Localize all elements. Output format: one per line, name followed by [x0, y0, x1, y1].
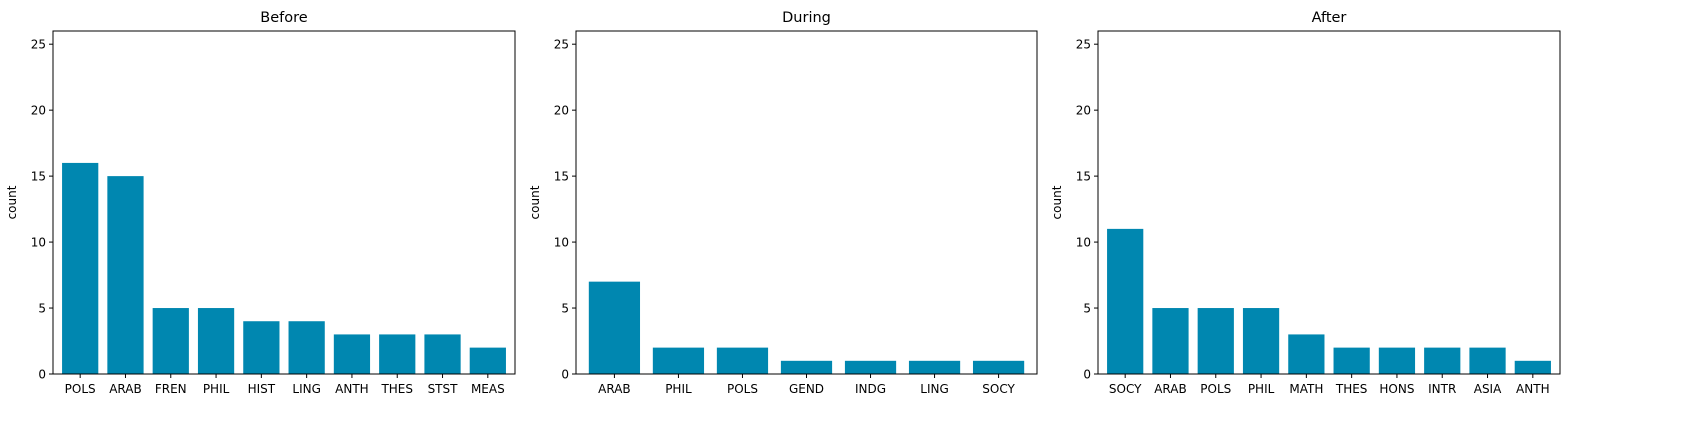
y-tick-label: 15 [31, 169, 46, 183]
x-tick-label: POLS [727, 382, 758, 396]
x-tick-label: MATH [1289, 382, 1323, 396]
x-tick-label: PHIL [1248, 382, 1275, 396]
x-tick-label: THES [1335, 382, 1368, 396]
bar-hist [243, 321, 280, 374]
bar-arab [107, 176, 144, 374]
x-tick-label: STST [428, 382, 459, 396]
x-tick-label: ANTH [1516, 382, 1550, 396]
chart-panel-during: 0 5 10 15 20 25 ARAB PHIL POLS GEND INDG LING SOCY Du… [528, 10, 1038, 396]
bar-arab [588, 281, 641, 374]
bar-ling [288, 321, 325, 374]
bar-ling [908, 360, 961, 374]
bar-anth [1514, 360, 1551, 374]
y-tick-label: 20 [554, 103, 569, 117]
x-tick-label: HIST [248, 382, 276, 396]
axes-frame [1097, 30, 1561, 375]
y-tick-label: 15 [1076, 169, 1091, 183]
x-tick-label: ARAB [109, 382, 142, 396]
bar-socy [972, 360, 1025, 374]
bar-intr [1424, 347, 1461, 374]
bar-meas [469, 347, 506, 374]
y-axis-label: count [5, 185, 19, 219]
y-tick-label: 5 [561, 301, 569, 315]
bar-phil [652, 347, 705, 374]
y-tick-label: 25 [31, 37, 46, 51]
bar-gend [780, 360, 833, 374]
x-tick-label: POLS [65, 382, 96, 396]
chart-title: During [782, 10, 831, 26]
x-tick-label: LING [292, 382, 321, 396]
bar-thes [379, 334, 416, 374]
x-tick-label: INDG [855, 382, 886, 396]
x-tick-label: ASIA [1474, 382, 1502, 396]
bar-pols [716, 347, 769, 374]
bar-hons [1378, 347, 1416, 374]
y-tick-label: 0 [38, 367, 46, 381]
bar-phil [197, 308, 235, 374]
x-tick-label: ANTH [335, 382, 369, 396]
y-tick-label: 25 [1076, 37, 1091, 51]
y-axis-label: count [528, 185, 542, 219]
bar-pols [1197, 308, 1234, 374]
x-tick-label: PHIL [203, 382, 230, 396]
bar-asia [1469, 347, 1506, 374]
y-tick-label: 10 [1076, 235, 1091, 249]
y-tick-label: 10 [554, 235, 569, 249]
x-tick-label: SOCY [982, 382, 1015, 396]
y-axis-label: count [1050, 185, 1064, 219]
y-tick-label: 25 [554, 37, 569, 51]
chart-title: After [1312, 10, 1347, 26]
bar-fren [152, 308, 189, 374]
bar-stst [424, 334, 461, 374]
x-tick-label: THES [380, 382, 413, 396]
y-tick-label: 15 [554, 169, 569, 183]
chart-panel-after: 0 5 10 15 20 25 SOCY ARAB POLS PHIL MATH THES HONS IN… [1050, 10, 1561, 396]
x-tick-label: ARAB [1154, 382, 1187, 396]
chart-panel-before: 0 5 10 15 20 25 POLS ARAB FREN PHIL HIST LING ANTH TH… [5, 10, 516, 396]
bar-anth [333, 334, 371, 374]
bar-thes [1333, 347, 1370, 374]
y-tick-label: 0 [561, 367, 569, 381]
bar-pols [62, 162, 99, 374]
bar-phil [1242, 308, 1280, 374]
chart-title: Before [260, 10, 307, 26]
y-tick-label: 5 [38, 301, 46, 315]
x-tick-label: PHIL [665, 382, 692, 396]
x-tick-label: FREN [155, 382, 187, 396]
x-tick-label: ARAB [598, 382, 631, 396]
x-tick-label: INTR [1428, 382, 1456, 396]
bar-arab [1152, 308, 1189, 374]
y-tick-label: 20 [31, 103, 46, 117]
x-tick-label: HONS [1379, 382, 1414, 396]
y-tick-label: 10 [31, 235, 46, 249]
x-tick-label: SOCY [1109, 382, 1142, 396]
bar-math [1288, 334, 1325, 374]
y-tick-label: 20 [1076, 103, 1091, 117]
axes-frame [52, 30, 516, 375]
x-tick-label: POLS [1200, 382, 1231, 396]
bar-indg [844, 360, 897, 374]
x-tick-label: MEAS [471, 382, 505, 396]
axes-frame [575, 30, 1038, 375]
y-tick-label: 5 [1083, 301, 1091, 315]
bar-socy [1107, 228, 1144, 374]
x-tick-label: LING [920, 382, 949, 396]
x-tick-label: GEND [789, 382, 824, 396]
y-tick-label: 0 [1083, 367, 1091, 381]
